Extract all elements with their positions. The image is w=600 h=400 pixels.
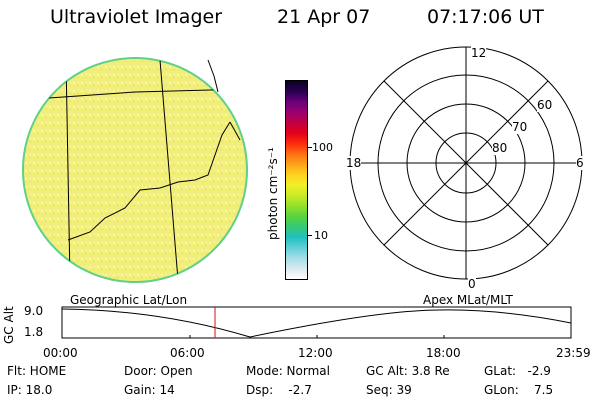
altitude-plot xyxy=(61,306,572,339)
altitude-y-top: 9.0 xyxy=(24,304,44,318)
mlat-label-80: 80 xyxy=(492,141,508,155)
intensity-colorbar xyxy=(285,80,308,280)
geographic-caption: Geographic Lat/Lon xyxy=(70,293,188,307)
altitude-x-tick-1200: 12:00 xyxy=(298,346,333,360)
observation-time: 07:17:06 UT xyxy=(427,6,544,28)
colorbar-tick-100: 100 xyxy=(312,141,333,154)
coastline-fragment xyxy=(229,121,241,141)
status-mode: Mode: Normal xyxy=(246,364,330,378)
status-door: Door: Open xyxy=(124,364,193,378)
colorbar-unit-label: photon cm⁻²s⁻¹ xyxy=(266,147,280,240)
colorbar-tick-10: 10 xyxy=(314,229,328,242)
status-dsp: Dsp: -2.7 xyxy=(246,383,312,397)
mlt-label-18: 18 xyxy=(346,156,362,170)
longitude-line-east xyxy=(159,59,179,281)
altitude-curve xyxy=(61,308,572,338)
earth-disk xyxy=(22,57,248,283)
status-glon: GLon: 7.5 xyxy=(484,383,554,397)
status-glat: GLat: -2.9 xyxy=(484,364,551,378)
geographic-image-panel xyxy=(22,57,248,283)
polar-grid-panel xyxy=(349,46,583,280)
latitude-line xyxy=(23,88,247,101)
observation-date: 21 Apr 07 xyxy=(277,6,371,28)
status-seq: Seq: 39 xyxy=(366,383,412,397)
colorbar-gradient xyxy=(286,81,307,279)
status-ip: IP: 18.0 xyxy=(7,383,53,397)
longitude-line-west xyxy=(65,59,71,281)
status-gain: Gain: 14 xyxy=(124,383,175,397)
mlat-label-60: 60 xyxy=(537,98,553,112)
colorbar-tick-mark xyxy=(307,235,312,236)
altitude-axis-label: GC Alt xyxy=(2,306,16,344)
mlt-diagonal xyxy=(383,80,549,246)
altitude-y-bottom: 1.8 xyxy=(24,325,44,339)
colorbar-tick-mark xyxy=(307,147,312,148)
instrument-title: Ultraviolet Imager xyxy=(50,6,223,28)
mlt-label-12: 12 xyxy=(471,46,487,60)
status-gc-alt: GC Alt: 3.8 Re xyxy=(366,364,450,378)
mlat-label-70: 70 xyxy=(512,120,528,134)
altitude-x-tick-0000: 00:00 xyxy=(43,346,78,360)
altitude-x-tick-0600: 06:00 xyxy=(170,346,205,360)
altitude-x-tick-2359: 23:59 xyxy=(556,346,591,360)
coastline xyxy=(67,121,231,241)
mlt-label-0: 0 xyxy=(468,277,476,291)
coastline-fragment xyxy=(207,59,219,93)
altitude-x-tick-1800: 18:00 xyxy=(426,346,461,360)
status-flight: Flt: HOME xyxy=(7,364,67,378)
mlt-label-6: 6 xyxy=(576,156,584,170)
apex-caption: Apex MLat/MLT xyxy=(423,293,513,307)
